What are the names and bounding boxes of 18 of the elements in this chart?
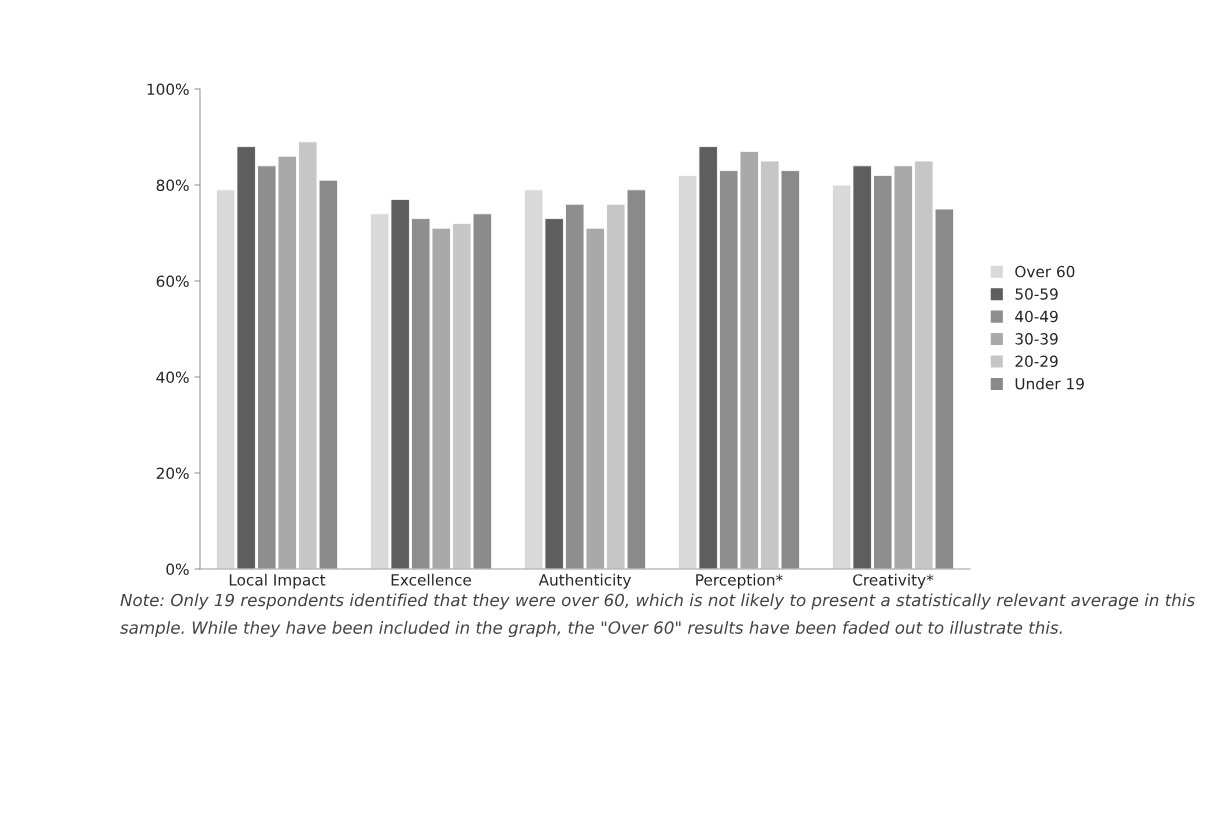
x-tick-label: Excellence bbox=[391, 573, 471, 586]
legend-label: Under 19 bbox=[1015, 377, 1084, 390]
legend-label: 20-29 bbox=[1015, 355, 1058, 368]
legend-label: 30-39 bbox=[1015, 333, 1058, 345]
x-tick-label: Creativity* bbox=[853, 573, 934, 589]
x-tick-label: Local Impact bbox=[229, 573, 326, 589]
y-tick-label: 60% bbox=[156, 275, 189, 288]
x-tick-label: Perception* bbox=[696, 573, 783, 589]
text: Note: Only 19 respondents identified that they were over 60, which is not likely to present a statistically relevant average in this sample. While they have been included in the graph, the "Over 60" results have been faded out to illustrate this. bbox=[120, 593, 1195, 638]
y-tick-label: 80% bbox=[156, 179, 189, 192]
x-tick-label: Authenticity bbox=[538, 573, 631, 589]
legend-label: 50-59 bbox=[1015, 288, 1058, 300]
y-tick-label: 40% bbox=[156, 371, 189, 384]
legend-label: 40-49 bbox=[1015, 310, 1058, 323]
y-tick-label: 100% bbox=[147, 83, 189, 96]
y-tick-label: 20% bbox=[156, 467, 189, 480]
y-tick-label: 0% bbox=[166, 563, 189, 576]
legend-label: Over 60 bbox=[1015, 265, 1075, 278]
